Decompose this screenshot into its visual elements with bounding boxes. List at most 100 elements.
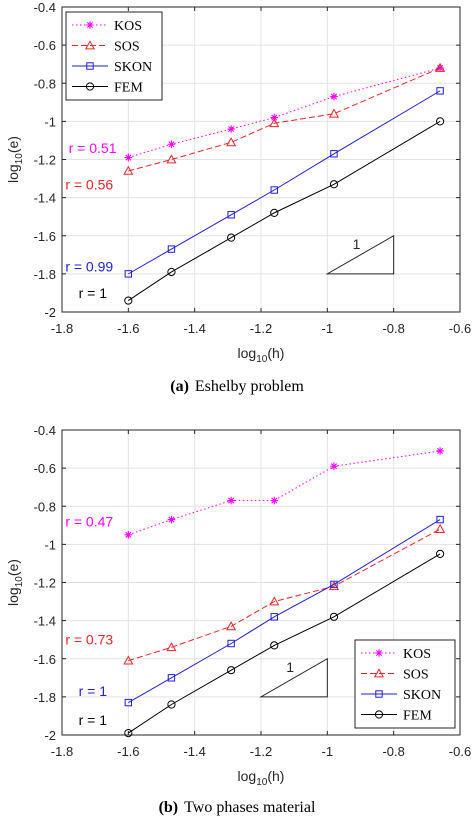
data-point-sos bbox=[166, 642, 177, 652]
legend-marker bbox=[373, 668, 385, 678]
x-tick-label: -1.2 bbox=[250, 321, 272, 336]
y-tick-label: -1.4 bbox=[34, 191, 56, 206]
y-tick-label: -1.4 bbox=[34, 614, 56, 629]
data-point-fem bbox=[227, 233, 236, 242]
slope-triangle-label: 1 bbox=[353, 236, 361, 252]
y-tick-label: -1 bbox=[44, 114, 56, 129]
data-point-sos bbox=[166, 154, 177, 164]
data-point-skon bbox=[436, 87, 444, 95]
data-point-sos bbox=[226, 137, 237, 147]
series-skon bbox=[124, 515, 444, 707]
rate-annotation: r = 0.73 bbox=[65, 632, 113, 648]
data-point-sos bbox=[123, 655, 134, 665]
series-skon bbox=[124, 87, 444, 278]
x-tick-label: -1.6 bbox=[117, 321, 139, 336]
y-tick-label: -2 bbox=[44, 305, 56, 320]
data-point-skon bbox=[167, 674, 176, 682]
data-point-kos bbox=[167, 515, 176, 524]
series-line-skon bbox=[128, 90, 441, 275]
data-point-kos bbox=[330, 92, 338, 101]
data-point-fem bbox=[270, 641, 279, 650]
legend-marker bbox=[374, 710, 384, 719]
series-sos bbox=[123, 523, 446, 665]
series-line-sos bbox=[128, 528, 441, 662]
data-point-fem bbox=[167, 700, 176, 709]
x-axis-label: log10(h) bbox=[238, 768, 285, 788]
legend-entry: SOS bbox=[403, 668, 429, 683]
rate-annotation: r = 0.51 bbox=[69, 140, 117, 156]
data-point-kos bbox=[167, 140, 176, 149]
y-tick-label: -1 bbox=[44, 537, 56, 552]
y-tick-label: -2 bbox=[44, 728, 56, 743]
y-tick-label: -0.8 bbox=[34, 76, 56, 91]
data-point-sos bbox=[269, 118, 280, 128]
y-tick-label: -1.6 bbox=[34, 229, 56, 244]
legend-marker bbox=[375, 690, 383, 698]
legend-entry: KOS bbox=[114, 19, 142, 34]
figure-caption: (a) Eshelby problem bbox=[170, 378, 304, 395]
y-tick-label: -1.2 bbox=[34, 576, 56, 591]
x-tick-label: -0.8 bbox=[382, 321, 404, 336]
series-sos bbox=[123, 62, 446, 175]
legend-marker bbox=[84, 40, 96, 50]
legend-entry: SKON bbox=[114, 60, 152, 75]
legend-marker bbox=[86, 62, 94, 70]
y-tick-label: -0.6 bbox=[34, 38, 56, 53]
data-point-kos bbox=[227, 496, 235, 505]
rate-annotation: r = 0.99 bbox=[65, 258, 113, 274]
data-point-skon bbox=[330, 150, 338, 158]
data-point-kos bbox=[436, 447, 444, 455]
x-tick-label: -1.8 bbox=[51, 321, 73, 336]
legend-box bbox=[65, 11, 163, 101]
y-tick-label: -0.6 bbox=[34, 461, 56, 476]
rate-annotation: r = 1 bbox=[79, 712, 108, 728]
x-tick-label: -1.6 bbox=[117, 744, 139, 759]
slope-triangle: 1 bbox=[259, 657, 328, 698]
legend-marker bbox=[85, 82, 95, 91]
data-point-sos bbox=[328, 108, 340, 118]
data-point-skon bbox=[167, 245, 176, 253]
series-line-kos bbox=[128, 67, 441, 159]
legend-marker bbox=[375, 649, 383, 657]
y-tick-label: -0.4 bbox=[34, 0, 56, 15]
slope-triangle: 1 bbox=[325, 234, 395, 275]
x-tick-label: -0.6 bbox=[449, 321, 471, 336]
chart-1: -1.8 -1.6 -1.4 -1.2 -1 -0.8 -0.6-2-1.8-1.6-1.4… bbox=[5, 423, 471, 788]
y-tick-label: -0.4 bbox=[34, 423, 56, 438]
x-tick-label: -0.8 bbox=[382, 744, 404, 759]
legend-entry: FEM bbox=[403, 709, 432, 724]
legend: KOS SOS SKON FEM bbox=[354, 639, 456, 729]
rate-annotation: r = 1 bbox=[79, 683, 108, 699]
rate-annotation: r = 0.47 bbox=[65, 514, 113, 530]
data-point-skon bbox=[436, 515, 444, 524]
legend-entry: SKON bbox=[403, 688, 441, 703]
data-point-sos bbox=[435, 523, 446, 533]
legend-entry: SOS bbox=[114, 40, 140, 55]
data-point-kos bbox=[270, 113, 279, 122]
legend-entry: FEM bbox=[114, 81, 143, 96]
slope-triangle-shape bbox=[325, 234, 395, 275]
x-tick-label: -1.4 bbox=[183, 321, 205, 336]
data-point-skon bbox=[124, 270, 133, 278]
data-point-fem bbox=[167, 267, 176, 277]
data-point-fem bbox=[124, 296, 133, 305]
slope-triangle-shape bbox=[259, 657, 328, 698]
data-point-fem bbox=[436, 549, 445, 559]
data-point-sos bbox=[269, 596, 280, 606]
data-point-kos bbox=[227, 125, 235, 133]
y-tick-label: -1.8 bbox=[34, 690, 56, 705]
legend-box bbox=[354, 639, 456, 729]
series-fem bbox=[124, 117, 445, 305]
series-fem bbox=[124, 549, 445, 738]
slope-triangle-label: 1 bbox=[286, 659, 294, 675]
y-tick-label: -0.8 bbox=[34, 499, 56, 514]
data-point-kos bbox=[124, 531, 133, 539]
data-point-kos bbox=[124, 153, 133, 162]
data-point-fem bbox=[124, 728, 133, 738]
series-line-fem bbox=[128, 120, 441, 301]
rate-annotation: r = 1 bbox=[79, 285, 108, 301]
x-tick-label: -1.4 bbox=[183, 744, 205, 759]
x-tick-label: -1.2 bbox=[250, 744, 272, 759]
x-axis-label: log10(h) bbox=[238, 345, 285, 365]
